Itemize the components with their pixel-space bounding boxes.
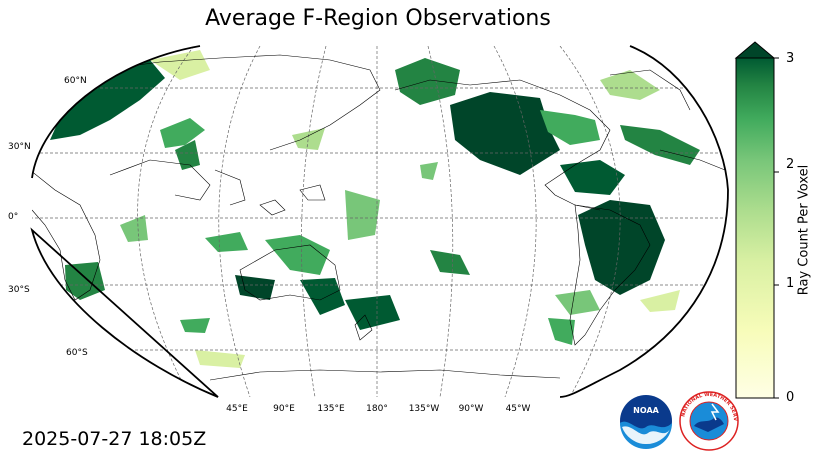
- globe-outline: [30, 45, 729, 398]
- lon-label-180: 180°: [366, 404, 388, 414]
- lat-label-equator: 0°: [8, 212, 19, 222]
- map-content: [32, 46, 728, 397]
- lon-label-45w: 45°W: [505, 404, 531, 414]
- nws-logo: NATIONAL WEATHER SERVICE: [678, 390, 739, 451]
- colorbar-tick-0: 0: [786, 390, 795, 405]
- timestamp: 2025-07-27 18:05Z: [22, 428, 207, 450]
- lon-label-135w: 135°W: [408, 404, 440, 414]
- colorbar-tick-3: 3: [786, 51, 795, 66]
- lon-label-45e: 45°E: [226, 404, 248, 414]
- colorbar-tick-1: 1: [786, 276, 795, 291]
- lat-label-30s: 30°S: [8, 285, 30, 295]
- lat-label-60n: 60°N: [64, 76, 87, 86]
- colorbar: [734, 41, 779, 399]
- lat-label-60s: 60°S: [66, 348, 88, 358]
- graticule: [32, 46, 728, 397]
- ray-count-field: [50, 50, 700, 368]
- colorbar-tick-2: 2: [786, 157, 795, 172]
- lon-label-90e: 90°E: [273, 404, 295, 414]
- lon-label-90w: 90°W: [458, 404, 484, 414]
- coastlines: [32, 54, 726, 381]
- noaa-logo-text: NOAA: [633, 406, 659, 415]
- map-title: Average F-Region Observations: [205, 6, 551, 31]
- lon-label-135e: 135°E: [317, 404, 345, 414]
- colorbar-label: Ray Count Per Voxel: [796, 164, 812, 296]
- lat-label-30n: 30°N: [8, 142, 31, 152]
- noaa-logo: NOAA: [620, 395, 672, 449]
